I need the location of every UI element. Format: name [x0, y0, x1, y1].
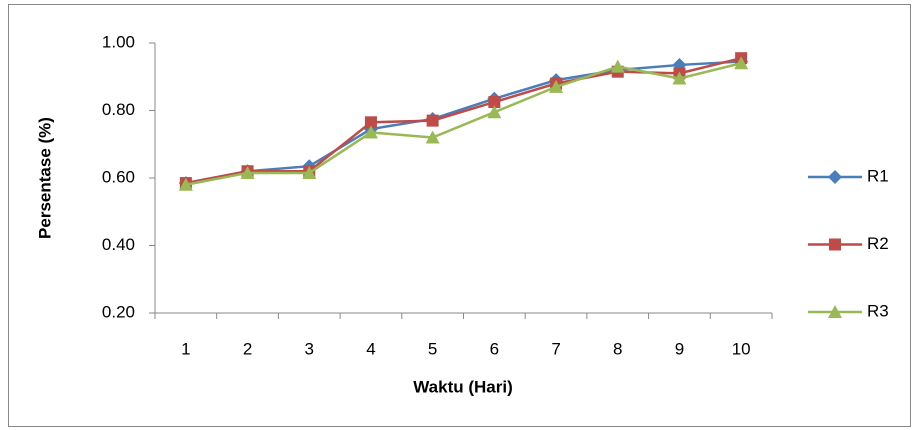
legend-label: R1	[867, 166, 889, 185]
marker	[302, 165, 317, 179]
marker	[240, 165, 255, 179]
marker	[364, 116, 377, 129]
y-tick-label: 0.40	[102, 235, 135, 254]
marker	[363, 125, 378, 139]
y-tick-label: 0.80	[102, 100, 135, 119]
x-tick-label: 3	[305, 339, 314, 358]
legend-marker	[829, 238, 841, 251]
marker	[178, 177, 193, 191]
marker	[610, 59, 625, 73]
x-tick-label: 1	[181, 339, 190, 358]
x-tick-label: 5	[428, 339, 437, 358]
y-tick-label: 0.20	[102, 302, 135, 321]
y-tick-label: 0.60	[102, 167, 135, 186]
legend-label: R2	[867, 234, 889, 253]
x-tick-label: 7	[551, 339, 560, 358]
x-tick-label: 6	[490, 339, 499, 358]
y-tick-label: 1.00	[102, 32, 135, 51]
marker	[672, 71, 687, 85]
series-line	[185, 62, 742, 186]
x-tick-label: 8	[613, 339, 622, 358]
x-tick-label: 4	[366, 339, 375, 358]
marker	[426, 114, 439, 127]
marker	[549, 79, 564, 93]
x-axis-title: Waktu (Hari)	[413, 377, 513, 396]
x-tick-label: 9	[675, 339, 684, 358]
marker	[487, 105, 502, 119]
series-line	[185, 60, 742, 185]
legend-marker	[828, 305, 842, 318]
marker	[425, 130, 440, 144]
legend-label: R3	[867, 301, 889, 320]
y-axis-title: Persentase (%)	[35, 117, 54, 239]
legend-marker	[828, 170, 842, 184]
x-tick-label: 10	[732, 339, 751, 358]
marker	[734, 56, 749, 70]
chart-frame	[8, 4, 911, 427]
x-tick-label: 2	[243, 339, 252, 358]
marker	[488, 96, 501, 109]
